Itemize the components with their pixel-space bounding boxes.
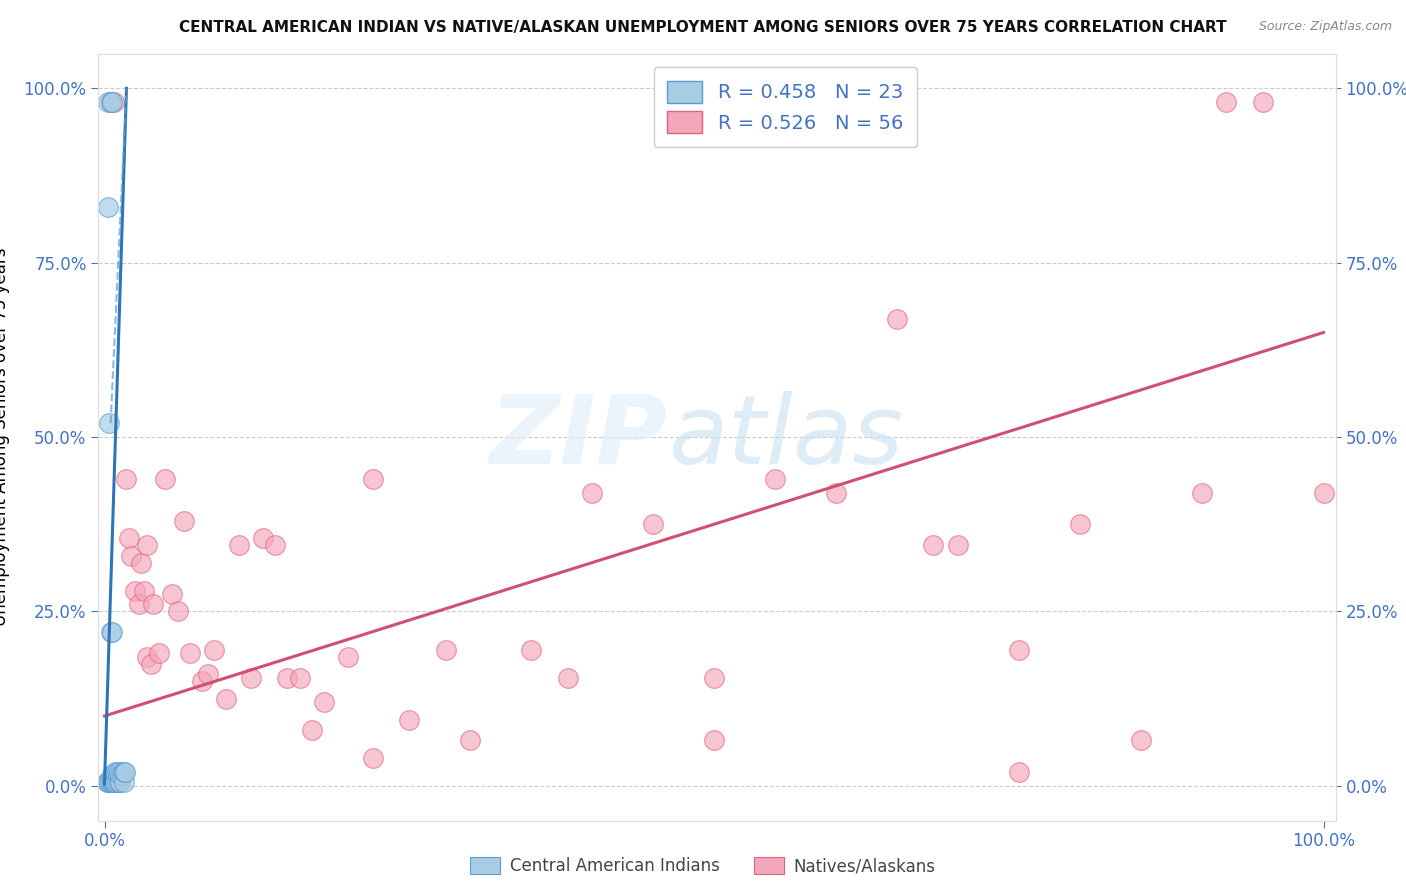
Legend: R = 0.458   N = 23, R = 0.526   N = 56: R = 0.458 N = 23, R = 0.526 N = 56 (654, 67, 917, 147)
Text: ZIP: ZIP (489, 391, 668, 483)
Point (103, 768, 125, 782)
Point (107, 768, 129, 782)
Point (946, 538, 969, 552)
Point (312, 695, 335, 709)
Point (124, 583, 146, 598)
Point (361, 751, 384, 765)
Point (142, 598, 165, 612)
Point (100, 95, 122, 110)
Point (97, 95, 120, 110)
Point (1215, 95, 1237, 110)
Point (103, 95, 125, 110)
Point (520, 642, 543, 657)
Point (101, 768, 124, 782)
Point (108, 775, 131, 789)
Point (337, 649, 360, 664)
Point (100, 775, 122, 789)
Point (458, 733, 481, 747)
Point (197, 667, 219, 681)
Point (1312, 486, 1334, 500)
Point (215, 691, 238, 706)
Point (166, 604, 188, 618)
Point (922, 538, 945, 552)
Point (129, 556, 152, 570)
Point (98, 775, 121, 789)
Point (557, 671, 579, 685)
Point (148, 646, 170, 660)
Point (1008, 642, 1031, 657)
Point (641, 517, 664, 532)
Point (97, 200, 120, 214)
Point (97, 775, 120, 789)
Point (112, 764, 135, 779)
Point (398, 713, 420, 727)
Point (100, 625, 122, 640)
Point (1069, 517, 1091, 532)
Point (132, 583, 155, 598)
Point (115, 472, 138, 486)
Text: CENTRAL AMERICAN INDIAN VS NATIVE/ALASKAN UNEMPLOYMENT AMONG SENIORS OVER 75 YEA: CENTRAL AMERICAN INDIAN VS NATIVE/ALASKA… (179, 20, 1227, 35)
Y-axis label: Unemployment Among Seniors over 75 years: Unemployment Among Seniors over 75 years (0, 248, 10, 626)
Point (581, 486, 603, 500)
Point (239, 671, 262, 685)
Text: atlas: atlas (668, 391, 903, 483)
Point (703, 671, 725, 685)
Point (179, 646, 201, 660)
Point (139, 657, 162, 671)
Point (105, 764, 128, 779)
Point (202, 642, 225, 657)
Point (98, 416, 121, 430)
Point (264, 538, 287, 552)
Legend: Central American Indians, Natives/Alaskans: Central American Indians, Natives/Alaska… (463, 849, 943, 884)
Point (155, 472, 177, 486)
Point (763, 472, 786, 486)
Point (105, 775, 128, 789)
Point (886, 311, 908, 326)
Point (1251, 95, 1274, 110)
Point (101, 775, 124, 789)
Point (276, 671, 298, 685)
Point (191, 674, 214, 689)
Point (288, 671, 311, 685)
Point (101, 625, 124, 640)
Point (101, 775, 124, 789)
Point (136, 538, 159, 552)
Point (111, 764, 134, 779)
Point (110, 768, 132, 782)
Point (101, 95, 124, 110)
Point (112, 775, 135, 789)
Point (1191, 486, 1213, 500)
Point (173, 514, 195, 528)
Point (103, 775, 125, 789)
Point (434, 642, 457, 657)
Text: Source: ZipAtlas.com: Source: ZipAtlas.com (1258, 20, 1392, 33)
Point (118, 531, 141, 545)
Point (228, 538, 250, 552)
Point (108, 764, 131, 779)
Point (1008, 764, 1031, 779)
Point (301, 723, 323, 737)
Point (703, 733, 725, 747)
Point (136, 649, 159, 664)
Point (1129, 733, 1152, 747)
Point (96, 775, 118, 789)
Point (128, 598, 150, 612)
Point (361, 472, 384, 486)
Point (120, 549, 142, 563)
Point (825, 486, 848, 500)
Point (104, 764, 127, 779)
Point (114, 764, 136, 779)
Point (110, 768, 132, 782)
Point (252, 531, 274, 545)
Point (100, 95, 122, 110)
Point (104, 775, 127, 789)
Point (160, 587, 183, 601)
Point (110, 775, 132, 789)
